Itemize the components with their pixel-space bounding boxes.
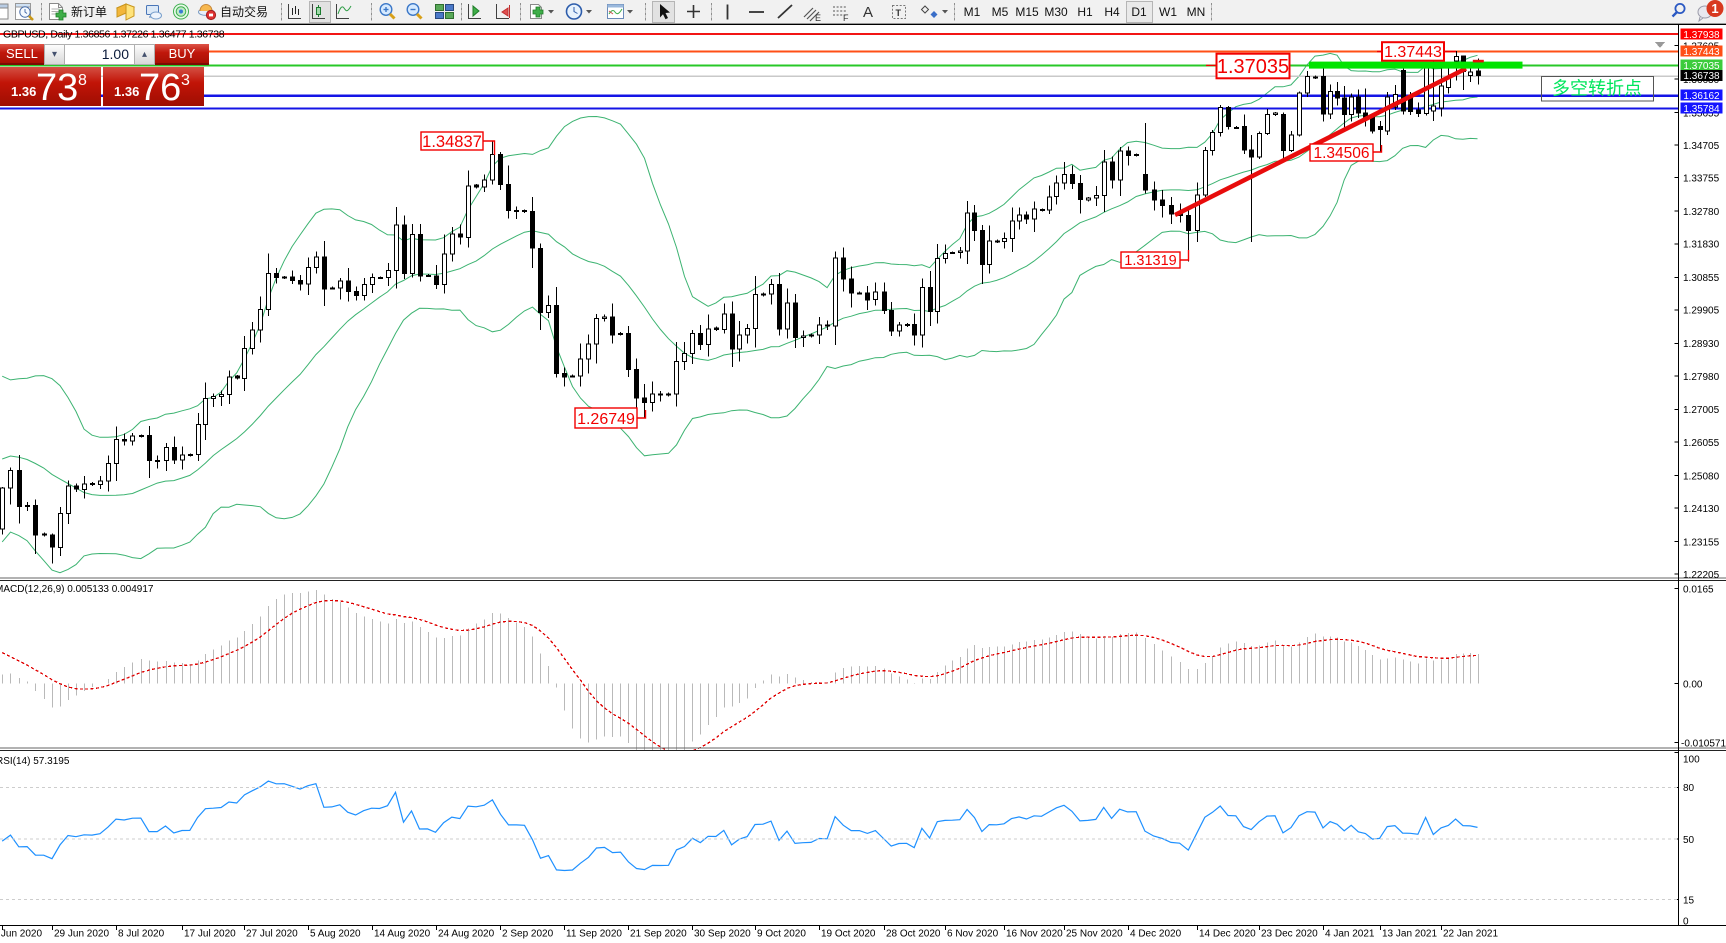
- svg-text:M1: M1: [964, 5, 981, 19]
- svg-text:30 Sep 2020: 30 Sep 2020: [694, 929, 751, 940]
- svg-text:GBPUSD, Daily 1.36856 1.37226: GBPUSD, Daily 1.36856 1.37226 1.36477 1.…: [3, 29, 225, 41]
- svg-text:21 Sep 2020: 21 Sep 2020: [630, 929, 687, 940]
- svg-text:1.31319: 1.31319: [1124, 253, 1176, 269]
- svg-text:MN: MN: [1187, 5, 1206, 19]
- svg-text:F: F: [843, 13, 849, 23]
- svg-text:自动交易: 自动交易: [220, 4, 268, 19]
- svg-text:22 Jun 2020: 22 Jun 2020: [0, 929, 42, 940]
- svg-text:29 Jun 2020: 29 Jun 2020: [54, 929, 109, 940]
- svg-text:1.37443: 1.37443: [1384, 44, 1442, 61]
- svg-text:1.29905: 1.29905: [1683, 306, 1720, 317]
- svg-text:1.27005: 1.27005: [1683, 405, 1720, 416]
- svg-text:17 Jul 2020: 17 Jul 2020: [184, 929, 236, 940]
- svg-text:H1: H1: [1077, 5, 1093, 19]
- svg-text:14 Dec 2020: 14 Dec 2020: [1199, 929, 1256, 940]
- svg-text:0.00: 0.00: [1683, 679, 1703, 690]
- svg-text:1.32780: 1.32780: [1683, 207, 1720, 218]
- svg-text:1.36162: 1.36162: [1683, 91, 1720, 102]
- svg-text:25 Nov 2020: 25 Nov 2020: [1066, 929, 1123, 940]
- svg-text:1.37035: 1.37035: [1683, 61, 1720, 72]
- svg-text:1.37443: 1.37443: [1683, 47, 1720, 58]
- svg-text:2 Sep 2020: 2 Sep 2020: [502, 929, 554, 940]
- svg-text:100: 100: [1683, 755, 1700, 766]
- svg-text:M15: M15: [1015, 5, 1039, 19]
- svg-text:6 Nov 2020: 6 Nov 2020: [947, 929, 999, 940]
- svg-text:1.22205: 1.22205: [1683, 570, 1720, 581]
- svg-text:1.26749: 1.26749: [577, 411, 635, 428]
- svg-text:1.34506: 1.34506: [1313, 145, 1369, 162]
- svg-text:T: T: [896, 8, 902, 18]
- svg-text:H4: H4: [1104, 5, 1120, 19]
- svg-text:1.30855: 1.30855: [1683, 273, 1720, 284]
- svg-text:1.37035: 1.37035: [1217, 56, 1289, 78]
- svg-text:4 Dec 2020: 4 Dec 2020: [1130, 929, 1182, 940]
- svg-text:-0.010571: -0.010571: [1681, 738, 1726, 749]
- svg-text:27 Jul 2020: 27 Jul 2020: [246, 929, 298, 940]
- svg-text:22 Jan 2021: 22 Jan 2021: [1443, 929, 1498, 940]
- svg-text:16 Nov 2020: 16 Nov 2020: [1006, 929, 1063, 940]
- svg-text:1: 1: [1711, 1, 1718, 16]
- svg-text:13 Jan 2021: 13 Jan 2021: [1382, 929, 1437, 940]
- svg-text:4 Jan 2021: 4 Jan 2021: [1325, 929, 1375, 940]
- svg-text:23 Dec 2020: 23 Dec 2020: [1261, 929, 1318, 940]
- svg-text:14 Aug 2020: 14 Aug 2020: [374, 929, 431, 940]
- svg-text:1.28930: 1.28930: [1683, 339, 1720, 350]
- svg-text:RSI(14) 57.3195: RSI(14) 57.3195: [0, 756, 70, 767]
- svg-text:新订单: 新订单: [71, 4, 107, 19]
- svg-text:W1: W1: [1159, 5, 1177, 19]
- svg-text:0: 0: [1683, 917, 1689, 928]
- svg-text:1.23155: 1.23155: [1683, 537, 1720, 548]
- svg-text:M5: M5: [992, 5, 1009, 19]
- svg-text:1.35784: 1.35784: [1683, 104, 1720, 115]
- svg-text:0.0165: 0.0165: [1683, 584, 1714, 595]
- svg-text:15: 15: [1683, 895, 1695, 906]
- svg-text:50: 50: [1683, 835, 1695, 846]
- svg-text:80: 80: [1683, 783, 1695, 794]
- svg-text:19 Oct 2020: 19 Oct 2020: [821, 929, 876, 940]
- svg-text:1.24130: 1.24130: [1683, 504, 1720, 515]
- svg-text:1.34705: 1.34705: [1683, 141, 1720, 152]
- svg-text:M30: M30: [1044, 5, 1068, 19]
- svg-text:1.34837: 1.34837: [422, 133, 482, 151]
- svg-text:E: E: [815, 13, 821, 23]
- svg-text:1.26055: 1.26055: [1683, 438, 1720, 449]
- svg-text:28 Oct 2020: 28 Oct 2020: [886, 929, 941, 940]
- svg-text:MACD(12,26,9) 0.005133 0.00491: MACD(12,26,9) 0.005133 0.004917: [0, 584, 154, 595]
- svg-text:1.25080: 1.25080: [1683, 471, 1720, 482]
- svg-text:D1: D1: [1131, 5, 1147, 19]
- svg-text:A: A: [863, 4, 873, 21]
- svg-text:9 Oct 2020: 9 Oct 2020: [757, 929, 806, 940]
- svg-text:多空转折点: 多空转折点: [1552, 79, 1642, 99]
- svg-text:8 Jul 2020: 8 Jul 2020: [118, 929, 165, 940]
- svg-text:5 Aug 2020: 5 Aug 2020: [310, 929, 361, 940]
- svg-text:1.31830: 1.31830: [1683, 240, 1720, 251]
- svg-text:1.37938: 1.37938: [1683, 30, 1720, 41]
- svg-text:24 Aug 2020: 24 Aug 2020: [438, 929, 495, 940]
- svg-text:1.35655: 1.35655: [1683, 108, 1720, 119]
- svg-text:1.27980: 1.27980: [1683, 372, 1720, 383]
- svg-text:11 Sep 2020: 11 Sep 2020: [566, 929, 622, 940]
- svg-text:1.36738: 1.36738: [1683, 71, 1720, 82]
- svg-text:1.33755: 1.33755: [1683, 174, 1720, 185]
